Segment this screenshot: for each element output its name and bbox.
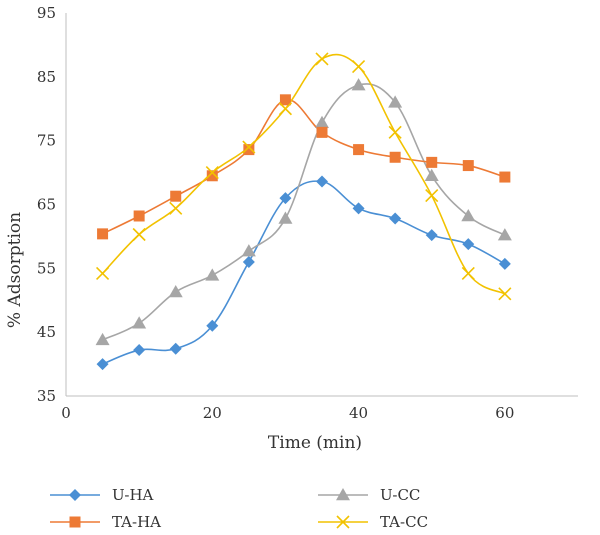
data-point-ta-cc: [315, 52, 329, 66]
data-point-ta-ha: [133, 210, 145, 222]
y-tick-label: 65: [37, 196, 56, 214]
data-point-ta-cc: [205, 166, 219, 180]
data-point-ta-cc: [132, 227, 146, 242]
data-point-u-cc: [497, 228, 512, 241]
data-point-u-cc: [132, 316, 147, 329]
series-line-ta-cc: [101, 53, 506, 295]
data-point-ta-ha: [316, 126, 328, 138]
legend-marker-u-cc: [336, 488, 350, 501]
legend-item-u-ha: U-HA: [50, 486, 154, 504]
data-point-ta-ha: [389, 151, 401, 163]
legend-item-u-cc: U-CC: [318, 486, 420, 504]
data-point-ta-ha: [462, 160, 474, 172]
legend-label-ta-cc: TA-CC: [380, 513, 428, 531]
legend-label-u-cc: U-CC: [380, 486, 420, 504]
legend-marker-u-ha: [69, 489, 81, 501]
series-line-ta-ha: [102, 99, 506, 235]
legend-item-ta-cc: TA-CC: [318, 513, 428, 531]
data-point-ta-ha: [97, 228, 109, 240]
data-point-u-cc: [278, 211, 293, 224]
data-point-ta-cc: [425, 188, 439, 203]
axes: [65, 13, 578, 397]
data-point-u-ha: [133, 344, 146, 357]
data-point-ta-ha: [499, 171, 511, 183]
y-tick-label: 85: [37, 68, 56, 86]
data-point-ta-cc: [461, 266, 475, 281]
legend-marker-ta-ha: [69, 516, 81, 528]
x-tick-label: 60: [495, 404, 514, 422]
data-point-ta-cc: [278, 102, 292, 116]
legend: U-HA U-CC TA-HA TA-CC: [50, 486, 428, 531]
data-point-u-cc: [315, 115, 329, 129]
y-tick-label: 45: [37, 323, 56, 341]
data-point-u-ha: [425, 229, 438, 242]
legend-label-ta-ha: TA-HA: [112, 513, 161, 531]
data-point-u-ha: [206, 319, 219, 332]
data-point-ta-ha: [353, 144, 365, 156]
data-point-u-cc: [95, 332, 110, 346]
data-point-u-ha: [316, 175, 328, 188]
data-point-u-cc: [424, 168, 439, 182]
y-tick-label: 55: [37, 259, 56, 277]
data-point-ta-cc: [388, 125, 402, 139]
data-point-u-ha: [498, 257, 511, 270]
data-point-u-ha: [462, 238, 475, 251]
y-tick-label: 95: [37, 4, 56, 22]
legend-label-u-ha: U-HA: [112, 486, 154, 504]
data-point-ta-cc: [352, 60, 366, 74]
y-tick-label: 35: [37, 387, 56, 405]
x-axis-label: Time (min): [268, 433, 362, 453]
y-tick-labels: 35 45 55 65 75 85 95: [37, 4, 56, 405]
data-point-u-ha: [96, 358, 109, 371]
x-tick-label: 40: [349, 404, 368, 422]
data-point-ta-cc: [96, 266, 110, 281]
data-point-ta-cc: [169, 201, 183, 215]
data-point-u-cc: [168, 284, 183, 298]
data-point-u-cc: [205, 268, 220, 281]
data-point-u-cc: [241, 244, 256, 257]
data-point-u-ha: [279, 192, 292, 205]
data-point-ta-ha: [279, 94, 291, 106]
legend-marker-ta-cc: [336, 515, 350, 529]
data-point-ta-cc: [242, 140, 256, 154]
data-point-u-ha: [169, 342, 182, 355]
data-point-ta-cc: [498, 287, 512, 301]
data-point-u-ha: [352, 202, 365, 215]
data-point-u-ha: [389, 212, 402, 225]
data-point-ta-ha: [426, 156, 438, 168]
data-point-ta-ha: [243, 144, 255, 156]
x-tick-label: 0: [61, 404, 71, 422]
x-tick-label: 20: [203, 404, 222, 422]
series-line-u-ha: [102, 180, 506, 365]
x-tick-labels: 0 20 40 60: [61, 404, 514, 422]
data-point-u-cc: [388, 95, 403, 108]
data-point-u-ha: [242, 255, 255, 268]
y-tick-label: 75: [37, 132, 56, 150]
data-point-u-cc: [461, 208, 476, 222]
data-point-u-cc: [351, 78, 366, 91]
series-line-u-cc: [102, 83, 506, 341]
series-lines: [101, 53, 506, 365]
data-point-ta-ha: [170, 190, 182, 202]
y-axis-label: % Adsorption: [5, 212, 25, 328]
legend-item-ta-ha: TA-HA: [50, 513, 161, 531]
data-point-ta-ha: [206, 170, 218, 182]
series-markers: [95, 52, 512, 371]
